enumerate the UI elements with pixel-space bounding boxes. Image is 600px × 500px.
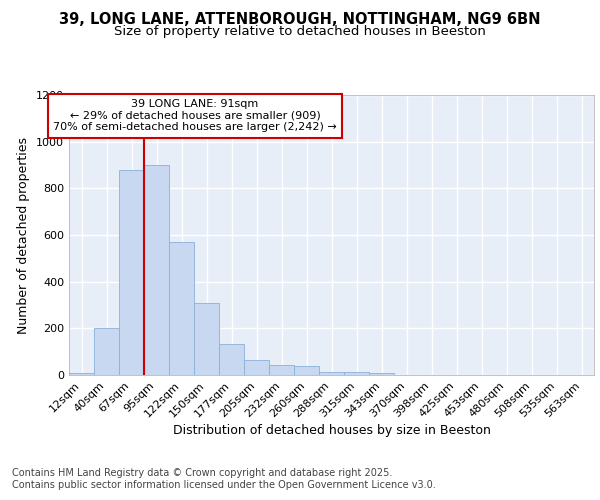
Bar xyxy=(294,366,319,375)
Bar xyxy=(219,344,244,375)
Y-axis label: Number of detached properties: Number of detached properties xyxy=(17,136,31,334)
Text: 39 LONG LANE: 91sqm
← 29% of detached houses are smaller (909)
70% of semi-detac: 39 LONG LANE: 91sqm ← 29% of detached ho… xyxy=(53,99,337,132)
Bar xyxy=(119,170,144,375)
Bar xyxy=(344,372,369,375)
Bar xyxy=(319,372,344,375)
Bar xyxy=(244,360,269,375)
Bar xyxy=(369,372,394,375)
Text: 39, LONG LANE, ATTENBOROUGH, NOTTINGHAM, NG9 6BN: 39, LONG LANE, ATTENBOROUGH, NOTTINGHAM,… xyxy=(59,12,541,28)
Bar xyxy=(194,302,219,375)
Bar xyxy=(269,364,294,375)
Bar xyxy=(144,165,169,375)
Bar xyxy=(169,242,194,375)
Text: Size of property relative to detached houses in Beeston: Size of property relative to detached ho… xyxy=(114,25,486,38)
Bar xyxy=(69,372,94,375)
Bar xyxy=(94,328,119,375)
Text: Contains HM Land Registry data © Crown copyright and database right 2025.
Contai: Contains HM Land Registry data © Crown c… xyxy=(12,468,436,490)
X-axis label: Distribution of detached houses by size in Beeston: Distribution of detached houses by size … xyxy=(173,424,490,438)
